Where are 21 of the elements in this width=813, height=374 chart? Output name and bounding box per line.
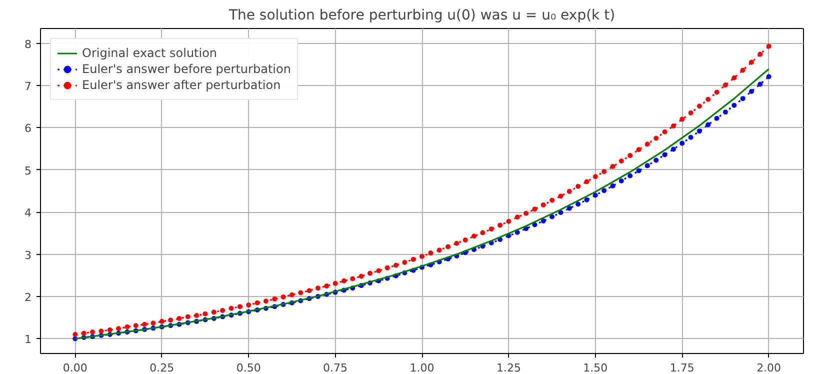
- y-tick-label: 6: [24, 122, 32, 136]
- x-tick-label: 1.75: [670, 362, 694, 374]
- y-tick-label: 1: [24, 333, 32, 346]
- y-tick-label: 8: [24, 38, 32, 51]
- y-tick-label: 4: [24, 206, 32, 220]
- y-tick-label: 7: [24, 80, 32, 93]
- x-tick-label: 1.00: [410, 362, 434, 374]
- legend-label: Original exact solution: [82, 45, 218, 61]
- x-tick-label: 0.25: [150, 362, 174, 374]
- chart-title: The solution before perturbing u(0) was u = u₀ exp(k t): [228, 8, 616, 24]
- legend-label: Euler's answer before perturbation: [82, 61, 291, 77]
- x-tick-label: 1.50: [583, 362, 608, 374]
- y-tick-label: 3: [24, 248, 32, 262]
- x-tick-label: 0.75: [323, 362, 348, 374]
- y-tick-label: 5: [24, 164, 32, 178]
- legend-label: Euler's answer after perturbation: [82, 77, 281, 93]
- y-tick-label: 2: [24, 291, 32, 304]
- x-tick-label: 2.00: [756, 362, 782, 374]
- x-tick-label: 0.00: [62, 362, 88, 374]
- x-tick-label: 1.25: [496, 362, 521, 374]
- x-tick-label: 0.50: [236, 362, 261, 374]
